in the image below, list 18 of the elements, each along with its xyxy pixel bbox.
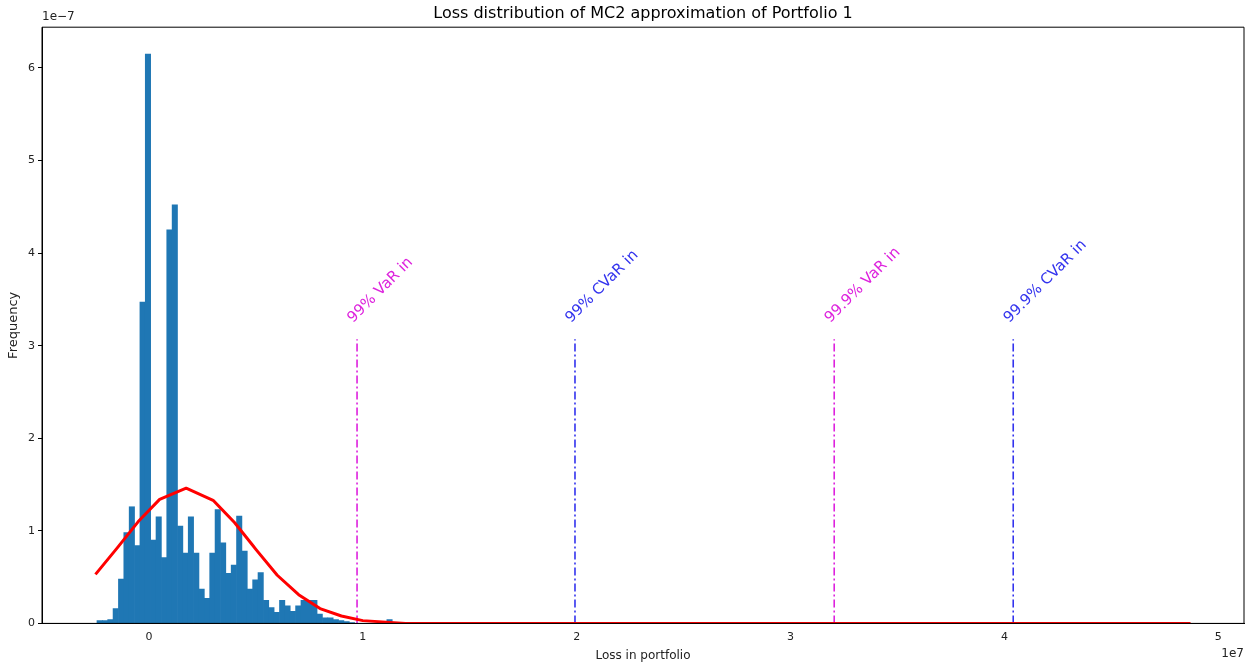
y-axis-title: Frequency — [5, 291, 21, 359]
x-tick-label: 3 — [787, 629, 795, 643]
x-tick-label: 4 — [1000, 629, 1008, 643]
y-tick-label: 1 — [28, 523, 35, 537]
y-tick-label: 4 — [28, 245, 35, 259]
y-tick-label: 0 — [28, 616, 35, 630]
text: 1e−7 — [42, 9, 75, 24]
x-tick-label: 1 — [359, 629, 367, 643]
y-tick-label: 2 — [28, 431, 35, 445]
y-tick-label: 6 — [28, 60, 35, 74]
x-tick-label: 5 — [1214, 629, 1222, 643]
chart-title: Loss distribution of MC2 approximation of Portfolio 1 — [433, 2, 853, 22]
x-axis-title: Loss in portfolio — [595, 647, 691, 662]
x-tick-label: 2 — [573, 629, 581, 643]
x-tick-label: 0 — [145, 629, 153, 643]
text: 1e7 — [1221, 645, 1244, 660]
y-tick-label: 5 — [28, 153, 35, 167]
y-tick-label: 3 — [28, 338, 35, 352]
